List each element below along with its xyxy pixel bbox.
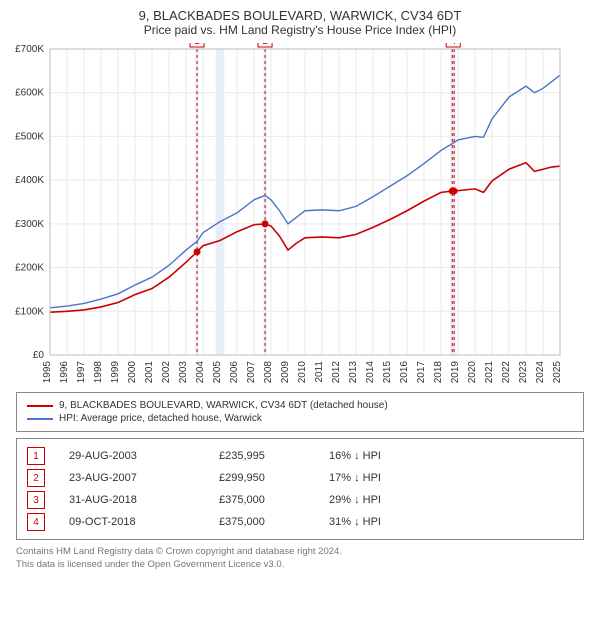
svg-text:1998: 1998 bbox=[93, 361, 104, 383]
legend-label: HPI: Average price, detached house, Warw… bbox=[59, 413, 262, 424]
svg-text:2015: 2015 bbox=[382, 361, 393, 383]
svg-text:£100K: £100K bbox=[15, 306, 44, 317]
svg-text:2006: 2006 bbox=[229, 361, 240, 383]
svg-text:2022: 2022 bbox=[501, 361, 512, 383]
footer-attribution: Contains HM Land Registry data © Crown c… bbox=[16, 546, 584, 572]
svg-text:2007: 2007 bbox=[246, 361, 257, 383]
svg-text:2009: 2009 bbox=[280, 361, 291, 383]
legend-label: 9, BLACKBADES BOULEVARD, WARWICK, CV34 6… bbox=[59, 400, 388, 411]
svg-text:2021: 2021 bbox=[484, 361, 495, 383]
sale-marker: 1 bbox=[27, 447, 45, 465]
svg-text:2019: 2019 bbox=[450, 361, 461, 383]
footer-line2: This data is licensed under the Open Gov… bbox=[16, 559, 584, 572]
svg-text:2020: 2020 bbox=[467, 361, 478, 383]
sale-date: 09-OCT-2018 bbox=[69, 516, 219, 528]
svg-text:1997: 1997 bbox=[76, 361, 87, 383]
svg-text:2008: 2008 bbox=[263, 361, 274, 383]
svg-text:1995: 1995 bbox=[42, 361, 53, 383]
svg-text:1: 1 bbox=[194, 43, 200, 47]
svg-text:2003: 2003 bbox=[178, 361, 189, 383]
sale-date: 29-AUG-2003 bbox=[69, 450, 219, 462]
sales-row: 4 09-OCT-2018£375,00031% ↓ HPI bbox=[27, 511, 573, 533]
sale-price: £375,000 bbox=[219, 494, 329, 506]
svg-text:2001: 2001 bbox=[144, 361, 155, 383]
sale-delta: 16% ↓ HPI bbox=[329, 450, 381, 462]
svg-text:£200K: £200K bbox=[15, 263, 44, 274]
sale-marker: 2 bbox=[27, 469, 45, 487]
svg-text:4: 4 bbox=[450, 43, 456, 47]
sales-row: 3 31-AUG-2018£375,00029% ↓ HPI bbox=[27, 489, 573, 511]
sale-delta: 29% ↓ HPI bbox=[329, 494, 381, 506]
svg-text:£600K: £600K bbox=[15, 88, 44, 99]
svg-text:1999: 1999 bbox=[110, 361, 121, 383]
svg-text:£300K: £300K bbox=[15, 219, 44, 230]
svg-text:2013: 2013 bbox=[348, 361, 359, 383]
svg-text:2025: 2025 bbox=[552, 361, 563, 383]
svg-text:2024: 2024 bbox=[535, 361, 546, 383]
sale-date: 31-AUG-2018 bbox=[69, 494, 219, 506]
sale-price: £235,995 bbox=[219, 450, 329, 462]
legend: 9, BLACKBADES BOULEVARD, WARWICK, CV34 6… bbox=[16, 392, 584, 432]
sale-delta: 17% ↓ HPI bbox=[329, 472, 381, 484]
sales-row: 2 23-AUG-2007£299,95017% ↓ HPI bbox=[27, 467, 573, 489]
svg-text:2002: 2002 bbox=[161, 361, 172, 383]
sale-date: 23-AUG-2007 bbox=[69, 472, 219, 484]
sales-row: 1 29-AUG-2003£235,99516% ↓ HPI bbox=[27, 445, 573, 467]
legend-row: HPI: Average price, detached house, Warw… bbox=[27, 412, 573, 425]
svg-text:£700K: £700K bbox=[15, 44, 44, 55]
svg-text:£500K: £500K bbox=[15, 131, 44, 142]
legend-row: 9, BLACKBADES BOULEVARD, WARWICK, CV34 6… bbox=[27, 399, 573, 412]
svg-text:2016: 2016 bbox=[399, 361, 410, 383]
sale-marker: 3 bbox=[27, 491, 45, 509]
svg-text:£400K: £400K bbox=[15, 175, 44, 186]
chart-svg: £0 £100K £200K £300K £400K £500K £600K £700K 199… bbox=[6, 43, 566, 383]
svg-text:2018: 2018 bbox=[433, 361, 444, 383]
page-subtitle: Price paid vs. HM Land Registry's House … bbox=[6, 23, 594, 43]
svg-text:2005: 2005 bbox=[212, 361, 223, 383]
sales-table: 1 29-AUG-2003£235,99516% ↓ HPI 2 23-AUG-200… bbox=[16, 438, 584, 540]
sale-delta: 31% ↓ HPI bbox=[329, 516, 381, 528]
svg-text:2004: 2004 bbox=[195, 361, 206, 383]
svg-text:1996: 1996 bbox=[59, 361, 70, 383]
legend-swatch bbox=[27, 405, 53, 407]
svg-text:£0: £0 bbox=[33, 350, 45, 361]
svg-text:2012: 2012 bbox=[331, 361, 342, 383]
svg-text:2000: 2000 bbox=[127, 361, 138, 383]
svg-text:2010: 2010 bbox=[297, 361, 308, 383]
footer-line1: Contains HM Land Registry data © Crown c… bbox=[16, 546, 584, 559]
svg-text:2: 2 bbox=[262, 43, 268, 47]
sale-price: £375,000 bbox=[219, 516, 329, 528]
price-chart: £0 £100K £200K £300K £400K £500K £600K £700K 199… bbox=[6, 43, 594, 386]
svg-text:2014: 2014 bbox=[365, 361, 376, 383]
legend-swatch bbox=[27, 418, 53, 420]
svg-text:2017: 2017 bbox=[416, 361, 427, 383]
sale-price: £299,950 bbox=[219, 472, 329, 484]
page-title: 9, BLACKBADES BOULEVARD, WARWICK, CV34 6… bbox=[6, 0, 594, 23]
sale-marker: 4 bbox=[27, 513, 45, 531]
svg-text:2011: 2011 bbox=[314, 361, 325, 383]
svg-text:2023: 2023 bbox=[518, 361, 529, 383]
